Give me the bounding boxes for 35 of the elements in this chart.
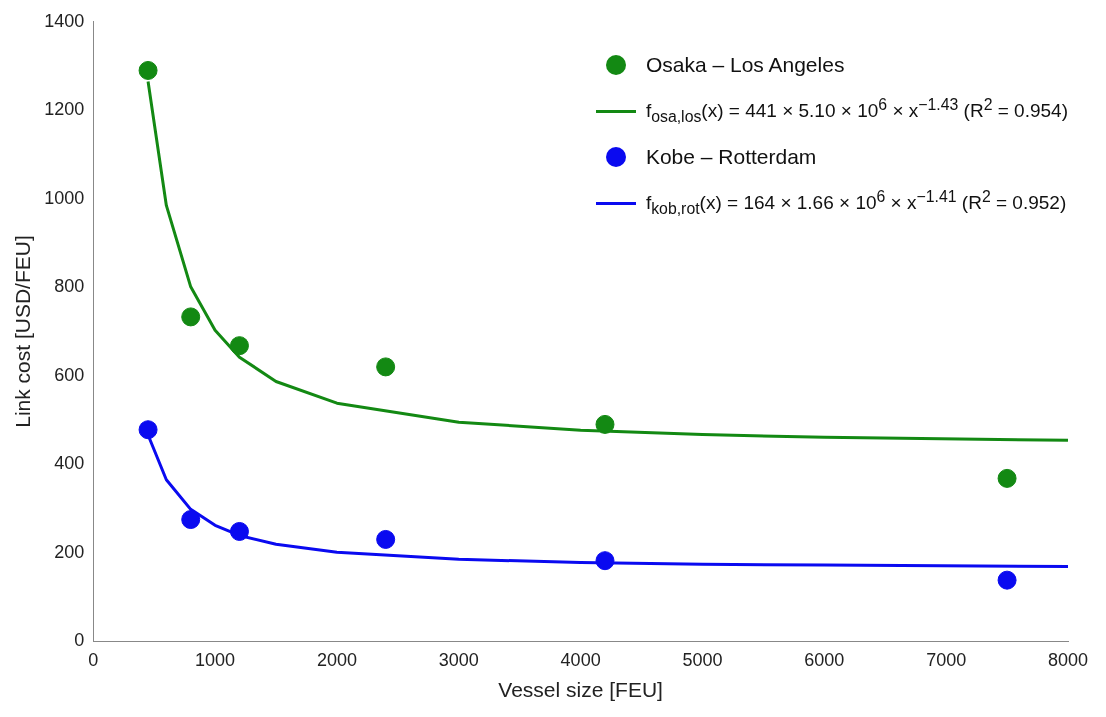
y-tick-label: 800 (54, 276, 85, 297)
y-tick-label: 200 (54, 541, 85, 562)
x-tick-label: 0 (88, 649, 99, 670)
text: f$_{kob,rot}$(x) = 164 × 1.66 × 10$^{6}$ × x$^{−1.41}$ (R$^{2}$ = 0.952) (645, 187, 1067, 218)
point (376, 357, 396, 377)
point (181, 307, 201, 327)
point (376, 529, 396, 549)
y-tick-label: 400 (54, 453, 85, 474)
y-tick-label: 1400 (44, 10, 85, 31)
legend-label: Kobe – Rotterdam (645, 144, 817, 170)
x-axis-title: Vessel size [FEU] (498, 678, 663, 702)
text: f$_{osa,los}$(x) = 441 × 5.10 × 10$^{6}$ × x$^{−1.43}$ (R$^{2}$ = 0.954) (645, 95, 1068, 126)
point (181, 510, 201, 530)
x-tick-label: 7000 (926, 649, 967, 670)
x-tick-label: 5000 (682, 649, 723, 670)
x-tick-label: 6000 (804, 649, 845, 670)
point (138, 60, 158, 80)
x-tick-label: 2000 (316, 649, 357, 670)
x-tick-label: 1000 (195, 649, 236, 670)
y-tick-label: 600 (54, 364, 85, 385)
y-tick-label: 1200 (44, 99, 85, 120)
x-tick-label: 4000 (560, 649, 601, 670)
legend-label: Osaka – Los Angeles (645, 52, 845, 78)
y-tick-label: 1000 (44, 187, 85, 208)
y-tick-label: 0 (74, 630, 85, 651)
point (595, 414, 615, 434)
point (595, 551, 615, 571)
point (229, 336, 249, 356)
x-tick-label: 3000 (438, 649, 479, 670)
x-tick-label: 8000 (1047, 649, 1089, 670)
point (229, 521, 249, 541)
y-axis-title: Link cost [USD/FEU] (11, 235, 35, 428)
point (997, 468, 1017, 488)
point (997, 570, 1017, 590)
point (138, 420, 158, 440)
